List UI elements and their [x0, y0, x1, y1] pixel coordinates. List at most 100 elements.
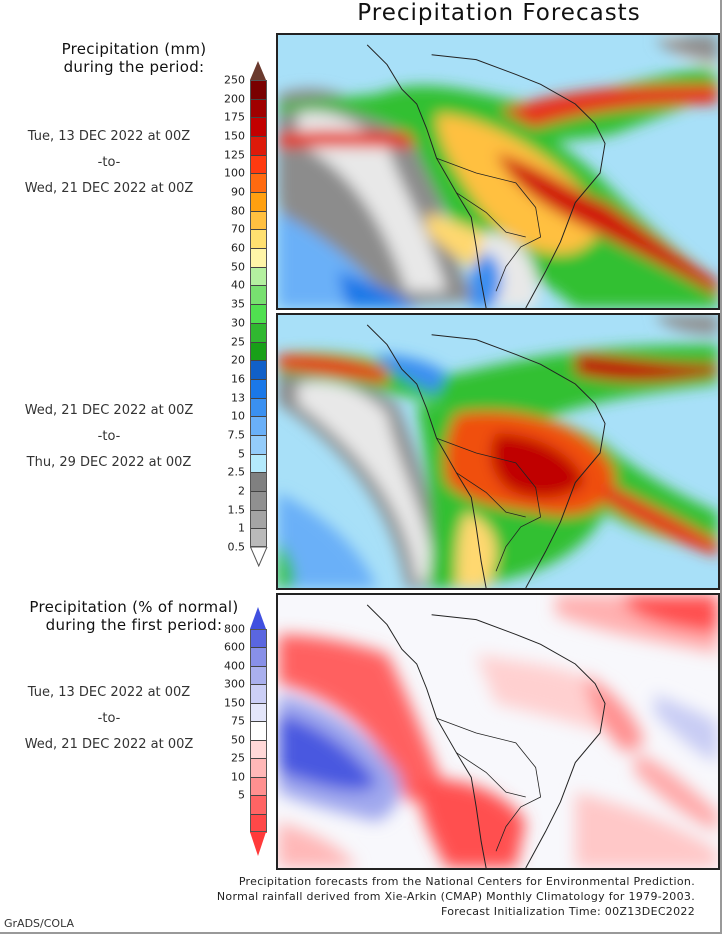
colorbar-label: 150	[224, 696, 245, 710]
legend-pct-title-line1: Precipitation (% of normal)	[29, 598, 239, 616]
colorbar-segment	[250, 416, 267, 436]
colorbar-label: 13	[231, 391, 245, 405]
colorbar-label: 2.5	[227, 465, 246, 479]
legend-pct-title: Precipitation (% of normal) during the f…	[0, 598, 268, 634]
colorbar-label: 800	[224, 622, 245, 636]
colorbar-pct-top-arrow	[250, 607, 266, 629]
colorbar-segment	[250, 509, 267, 530]
map-panel-2	[276, 313, 720, 590]
map-panel-1	[276, 33, 720, 310]
colorbar-segment	[250, 721, 267, 741]
period-3-start: Tue, 13 DEC 2022 at 00Z	[27, 685, 191, 700]
colorbar-segment	[250, 378, 267, 399]
colorbar-label: 50	[231, 260, 245, 274]
colorbar-segment	[250, 229, 267, 250]
colorbar-label: 60	[231, 241, 245, 255]
colorbar-segment	[250, 98, 267, 119]
colorbar-label: 1.5	[227, 503, 246, 517]
colorbar-segment	[250, 154, 267, 175]
colorbar-pct: 800 600 400 300 150 75 50 25 10 5	[224, 623, 267, 833]
colorbar-segment	[250, 322, 267, 343]
colorbar-segment	[250, 210, 267, 231]
map-panel-3	[276, 593, 720, 870]
colorbar-label: 10	[231, 770, 245, 784]
colorbar-segment	[250, 528, 267, 548]
period-3-sep: -to-	[97, 711, 121, 726]
colorbar-label: 25	[231, 335, 245, 349]
colorbar-segment	[250, 472, 267, 492]
footer-line-2: Normal rainfall derived from Xie-Arkin (…	[216, 890, 695, 903]
colorbar-segment	[250, 647, 267, 667]
colorbar-label: 75	[231, 714, 245, 728]
colorbar-label: 20	[231, 353, 245, 367]
colorbar-label: 80	[231, 204, 245, 218]
colorbar-segment	[250, 173, 267, 194]
colorbar-segment	[250, 397, 267, 418]
period-1-label: Tue, 13 DEC 2022 at 00Z -to- Wed, 21 DEC…	[0, 124, 218, 202]
colorbar-label: 50	[231, 733, 245, 747]
period-2-sep: -to-	[97, 429, 121, 444]
colorbar-label: 2	[238, 484, 245, 498]
colorbar-label: 250	[224, 73, 245, 87]
colorbar-label: 30	[231, 316, 245, 330]
colorbar-outline	[250, 80, 267, 547]
colorbar-label: 600	[224, 640, 245, 654]
colorbar-label: 5	[238, 788, 245, 802]
colorbar-segment	[250, 266, 267, 287]
colorbar-label: 90	[231, 185, 245, 199]
colorbar-label: 70	[231, 222, 245, 236]
colorbar-segment	[250, 813, 267, 833]
colorbar-label: 25	[231, 751, 245, 765]
colorbar-segment	[250, 684, 267, 704]
colorbar-segment	[250, 304, 267, 324]
colorbar-outline	[250, 629, 267, 832]
colorbar-segment	[250, 117, 267, 138]
legend-mm-title-line2: during the period:	[63, 58, 205, 76]
colorbar-segment	[250, 739, 267, 760]
period-3-end: Wed, 21 DEC 2022 at 00Z	[24, 737, 194, 752]
legend-mm-title-line1: Precipitation (mm)	[61, 40, 207, 58]
colorbar-segment	[250, 795, 267, 815]
colorbar-segment	[250, 285, 267, 306]
period-1-sep: -to-	[97, 155, 121, 170]
colorbar-segment	[250, 665, 267, 686]
legend-pct-title-line2: during the first period:	[45, 616, 223, 634]
colorbar-segment	[250, 192, 267, 212]
colorbar-label: 16	[231, 372, 245, 386]
colorbar-label: 10	[231, 409, 245, 423]
colorbar-label: 175	[224, 110, 245, 124]
colorbar-segment	[250, 360, 267, 380]
footer-credits: Precipitation forecasts from the Nationa…	[217, 874, 695, 919]
colorbar-label: 100	[224, 166, 245, 180]
colorbar-segment	[250, 702, 267, 723]
colorbar-segment	[250, 758, 267, 778]
colorbar-segment	[250, 434, 267, 455]
colorbar-mm-top-arrow	[250, 61, 266, 80]
footer-line-1: Precipitation forecasts from the Nationa…	[238, 875, 695, 888]
colorbar-segment	[250, 490, 267, 511]
colorbar-pct-bottom-arrow	[250, 832, 266, 856]
colorbar-segment	[250, 776, 267, 797]
colorbar-segment	[250, 453, 267, 474]
colorbar-segment	[250, 136, 267, 156]
page-title: Precipitation Forecasts	[357, 0, 641, 26]
period-2-end: Thu, 29 DEC 2022 at 00Z	[26, 455, 192, 470]
colorbar-label: 7.5	[227, 428, 246, 442]
grads-credit: GrADS/COLA	[4, 917, 74, 930]
colorbar-label: 300	[224, 677, 245, 691]
colorbar-mm: 250 200 175 150 125 100 90 80 70 60 50 40 35 30 25 20 16…	[224, 74, 267, 554]
colorbar-label: 0.5	[227, 540, 246, 554]
period-3-label: Tue, 13 DEC 2022 at 00Z -to- Wed, 21 DEC…	[0, 680, 218, 758]
legend-mm-title: Precipitation (mm) during the period:	[0, 40, 268, 76]
period-1-end: Wed, 21 DEC 2022 at 00Z	[24, 181, 194, 196]
colorbar-label: 40	[231, 278, 245, 292]
colorbar-segment	[250, 341, 267, 362]
colorbar-segment	[250, 248, 267, 268]
colorbar-label: 400	[224, 659, 245, 673]
colorbar-label: 35	[231, 297, 245, 311]
period-1-start: Tue, 13 DEC 2022 at 00Z	[27, 129, 191, 144]
colorbar-label: 1	[238, 521, 245, 535]
colorbar-label: 125	[224, 148, 245, 162]
period-2-label: Wed, 21 DEC 2022 at 00Z -to- Thu, 29 DEC…	[0, 398, 218, 476]
